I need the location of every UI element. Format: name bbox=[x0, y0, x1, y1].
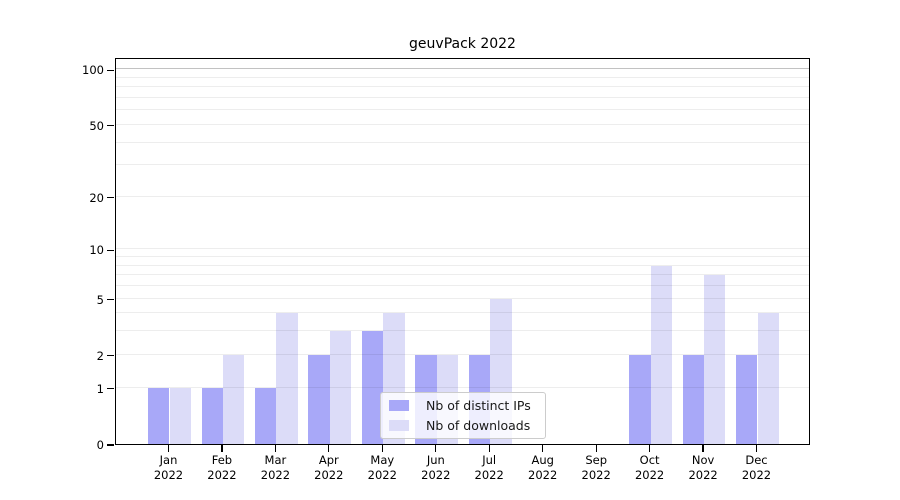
y-tick-label: 1 bbox=[96, 381, 104, 396]
y-tick-mark bbox=[107, 444, 114, 446]
gridline bbox=[116, 164, 809, 166]
x-tick-label: Sep 2022 bbox=[581, 453, 611, 482]
x-tick-mark bbox=[488, 445, 490, 452]
bar-downloads bbox=[329, 331, 352, 444]
x-tick-mark bbox=[435, 445, 437, 452]
bar-downloads bbox=[757, 313, 779, 444]
gridline bbox=[116, 123, 809, 125]
y-tick-label: 50 bbox=[89, 118, 104, 133]
y-tick-label: 2 bbox=[96, 348, 104, 363]
y-tick-label: 5 bbox=[96, 292, 104, 307]
bar-distinct-ips bbox=[308, 354, 330, 444]
y-tick-mark bbox=[107, 69, 114, 71]
gridline bbox=[116, 297, 809, 299]
x-tick-label: Jan 2022 bbox=[153, 453, 184, 482]
y-tick-label: 20 bbox=[89, 190, 104, 205]
gridline bbox=[116, 195, 809, 197]
y-tick-label: 10 bbox=[89, 243, 104, 258]
y-tick-label: 100 bbox=[82, 63, 104, 78]
x-tick-mark bbox=[221, 445, 223, 452]
x-tick-label: Oct 2022 bbox=[634, 453, 665, 482]
gridline bbox=[116, 353, 809, 355]
y-tick-mark bbox=[107, 197, 114, 199]
bar-downloads bbox=[704, 275, 726, 444]
legend: Nb of distinct IPs Nb of downloads bbox=[380, 392, 546, 439]
y-tick-mark bbox=[107, 298, 114, 301]
grid-layer bbox=[116, 59, 809, 444]
gridline bbox=[116, 330, 809, 332]
bar-distinct-ips bbox=[736, 354, 758, 444]
x-tick-mark bbox=[595, 445, 597, 452]
bar-downloads bbox=[276, 313, 298, 444]
x-tick-mark bbox=[328, 445, 330, 452]
x-tick-mark bbox=[648, 445, 651, 452]
x-tick-mark bbox=[755, 445, 758, 452]
x-tick-label: Jul 2022 bbox=[474, 453, 504, 482]
y-tick-label: 0 bbox=[96, 438, 104, 452]
chart-title: geuvPack 2022 bbox=[409, 36, 516, 52]
legend-label-distinct-ips: Nb of distinct IPs bbox=[426, 398, 531, 413]
gridline bbox=[116, 285, 809, 286]
bar-distinct-ips bbox=[682, 354, 705, 444]
bar-distinct-ips bbox=[201, 387, 223, 444]
gridline bbox=[116, 386, 809, 388]
gridline bbox=[116, 274, 809, 276]
gridline bbox=[116, 86, 809, 88]
bar-distinct-ips bbox=[361, 331, 384, 444]
x-tick-label: Jun 2022 bbox=[421, 453, 451, 482]
y-tick-mark bbox=[107, 249, 114, 251]
gridline bbox=[116, 141, 809, 143]
bar-downloads bbox=[650, 265, 672, 444]
gridline bbox=[116, 256, 809, 258]
distinct-ips-swatch-icon bbox=[389, 400, 409, 411]
x-tick-label: Feb 2022 bbox=[207, 453, 237, 482]
x-tick-mark bbox=[274, 445, 277, 452]
bar-downloads bbox=[222, 354, 245, 444]
gridline bbox=[116, 96, 809, 98]
bar-distinct-ips bbox=[255, 387, 277, 444]
gridline bbox=[116, 68, 809, 70]
y-tick-mark bbox=[107, 125, 114, 127]
bar-downloads bbox=[169, 387, 191, 444]
x-tick-label: Dec 2022 bbox=[741, 453, 772, 482]
x-tick-label: Nov 2022 bbox=[688, 453, 718, 482]
y-tick-mark bbox=[107, 355, 114, 357]
gridline bbox=[116, 264, 809, 266]
gridline bbox=[116, 109, 809, 111]
x-tick-mark bbox=[381, 445, 383, 452]
x-tick-mark bbox=[702, 445, 704, 452]
gridline bbox=[116, 312, 809, 314]
legend-item-downloads: Nb of downloads bbox=[389, 418, 537, 433]
x-tick-mark bbox=[542, 445, 544, 452]
x-tick-mark bbox=[167, 445, 170, 452]
legend-label-downloads: Nb of downloads bbox=[426, 418, 531, 433]
gridline bbox=[116, 76, 809, 78]
y-tick-mark bbox=[107, 388, 114, 390]
plot-area: Nb of distinct IPs Nb of downloads bbox=[115, 58, 810, 445]
legend-item-distinct-ips: Nb of distinct IPs bbox=[389, 398, 537, 413]
gridline bbox=[116, 248, 809, 250]
x-tick-label: Apr 2022 bbox=[314, 453, 344, 482]
x-tick-label: Mar 2022 bbox=[260, 453, 291, 482]
bar-distinct-ips bbox=[148, 387, 170, 444]
x-tick-label: Aug 2022 bbox=[528, 453, 558, 482]
downloads-swatch-icon bbox=[389, 420, 409, 431]
x-tick-label: May 2022 bbox=[367, 453, 397, 482]
bar-distinct-ips bbox=[629, 354, 651, 444]
